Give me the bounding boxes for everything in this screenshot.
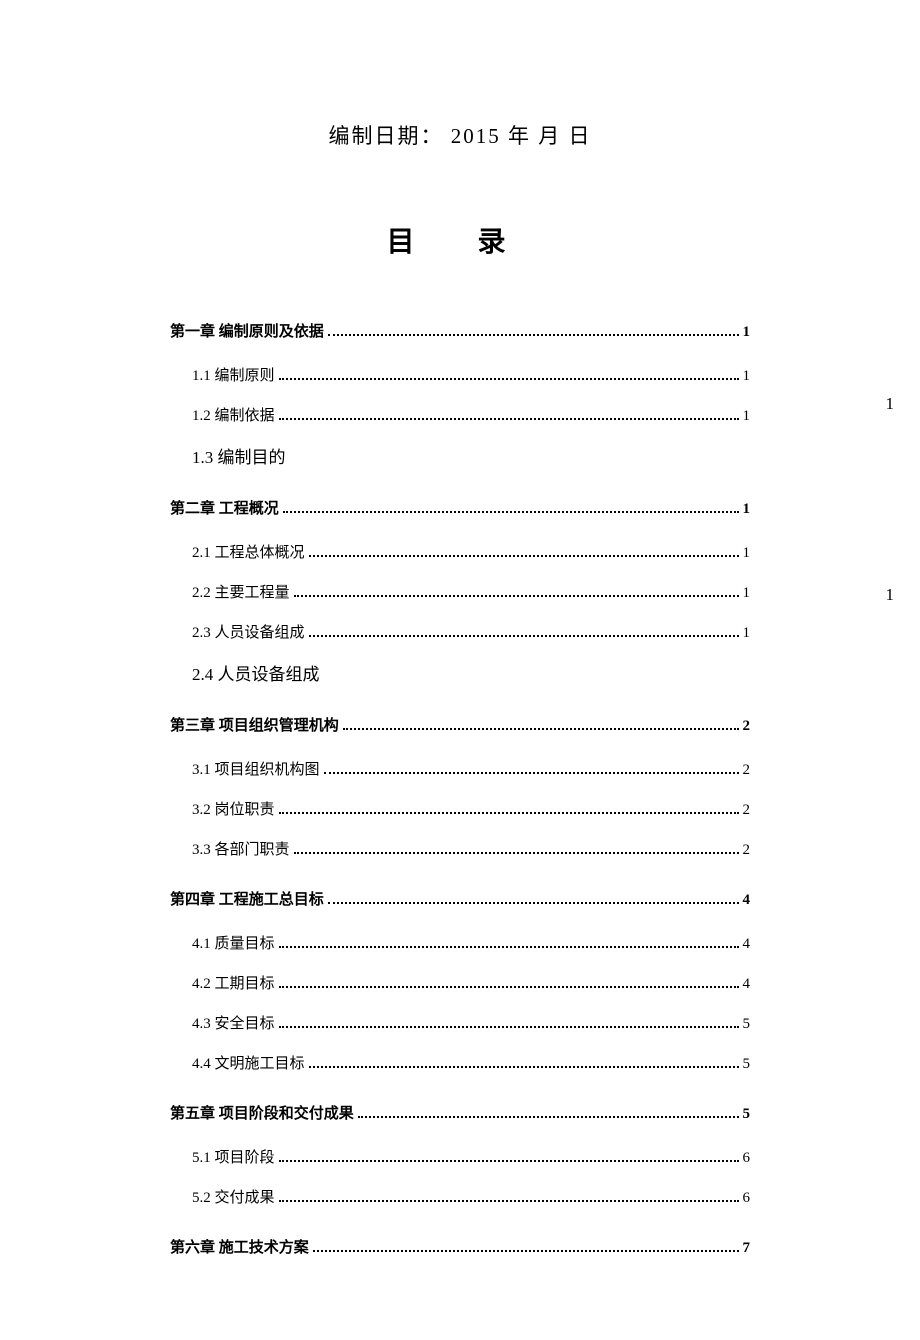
toc-entry-label: 1.3 编制目的 — [192, 444, 286, 471]
toc-leader — [343, 728, 739, 730]
toc-entry: 第四章 工程施工总目标 4 — [170, 888, 750, 912]
toc-entry-label: 第五章 项目阶段和交付成果 — [170, 1102, 354, 1126]
toc-entry-page: 5 — [743, 1052, 751, 1076]
toc-leader — [283, 511, 739, 513]
toc-entry-page: 2 — [743, 714, 751, 738]
toc-entry-label: 第一章 编制原则及依据 — [170, 320, 324, 344]
toc-entry: 2.4 人员设备组成 — [170, 661, 750, 688]
toc-entry-label: 第三章 项目组织管理机构 — [170, 714, 339, 738]
toc-entry-page: 2 — [743, 798, 751, 822]
toc-leader — [324, 772, 739, 774]
toc-entry: 第六章 施工技术方案 7 — [170, 1236, 750, 1260]
toc-leader — [279, 1160, 739, 1162]
toc-entry-page: 2 — [743, 838, 751, 862]
toc-leader — [309, 555, 739, 557]
toc-leader — [309, 635, 739, 637]
toc-entry-label: 第六章 施工技术方案 — [170, 1236, 309, 1260]
toc-entry-page: 1 — [743, 320, 751, 344]
toc-entry: 第二章 工程概况 1 — [170, 497, 750, 521]
toc-entry-page: 1 — [743, 364, 751, 388]
toc-leader — [279, 812, 739, 814]
toc-leader — [279, 1026, 739, 1028]
toc-entry: 5.1 项目阶段 6 — [170, 1146, 750, 1170]
toc-leader — [328, 334, 739, 336]
toc-entry: 4.3 安全目标 5 — [170, 1012, 750, 1036]
toc-leader — [294, 852, 739, 854]
toc-entry: 1.1 编制原则 1 — [170, 364, 750, 388]
toc-entry-page: 4 — [743, 932, 751, 956]
toc-entry-label: 1.2 编制依据 — [192, 404, 275, 428]
toc-leader — [279, 946, 739, 948]
toc-entry-page: 1 — [743, 581, 751, 605]
toc-entry-page: 4 — [743, 972, 751, 996]
toc-entry: 4.4 文明施工目标 5 — [170, 1052, 750, 1076]
toc-leader — [328, 902, 739, 904]
toc-entry-label: 1.1 编制原则 — [192, 364, 275, 388]
toc-entry: 第一章 编制原则及依据 1 — [170, 320, 750, 344]
toc-entry-page: 5 — [743, 1012, 751, 1036]
date-line: 编制日期： 2015 年 月 日 — [170, 120, 750, 150]
toc-entry: 3.2 岗位职责 2 — [170, 798, 750, 822]
toc-leader — [358, 1116, 739, 1118]
toc-entry-page: 6 — [743, 1146, 751, 1170]
toc-leader — [279, 378, 739, 380]
toc-entry-page: 1 — [743, 541, 751, 565]
toc-entry-page: 1 — [743, 404, 751, 428]
toc-entry-page: 5 — [743, 1102, 751, 1126]
toc-entry-label: 4.3 安全目标 — [192, 1012, 275, 1036]
toc-entry-page: 6 — [743, 1186, 751, 1210]
toc-entry-page: 2 — [743, 758, 751, 782]
toc-entry-label: 3.2 岗位职责 — [192, 798, 275, 822]
toc-entry-page: 4 — [743, 888, 751, 912]
toc-entry: 2.2 主要工程量 1 — [170, 581, 750, 605]
toc-entry-label: 2.1 工程总体概况 — [192, 541, 305, 565]
toc-entry-page: 7 — [743, 1236, 751, 1260]
toc-entry-label: 第四章 工程施工总目标 — [170, 888, 324, 912]
toc-entry-label: 第二章 工程概况 — [170, 497, 279, 521]
toc-entry: 1.2 编制依据 1 — [170, 404, 750, 428]
toc-entry-label: 5.1 项目阶段 — [192, 1146, 275, 1170]
toc-entry: 5.2 交付成果 6 — [170, 1186, 750, 1210]
toc-entry-label: 3.1 项目组织机构图 — [192, 758, 320, 782]
toc-entry-page: 1 — [743, 621, 751, 645]
toc-entry: 第五章 项目阶段和交付成果 5 — [170, 1102, 750, 1126]
toc-entry-label: 4.1 质量目标 — [192, 932, 275, 956]
toc-entry-label: 2.4 人员设备组成 — [192, 661, 320, 688]
toc-leader — [309, 1066, 739, 1068]
margin-page-2: 1 — [886, 585, 895, 605]
toc-entry-label: 2.3 人员设备组成 — [192, 621, 305, 645]
toc-title: 目 录 — [170, 220, 750, 260]
toc-leader — [279, 986, 739, 988]
toc-entry: 第三章 项目组织管理机构 2 — [170, 714, 750, 738]
toc-leader — [279, 418, 739, 420]
toc-list: 第一章 编制原则及依据 1 1.1 编制原则 1 1.2 编制依据 1 1.3 编制目的第二… — [170, 320, 750, 1260]
toc-entry-label: 5.2 交付成果 — [192, 1186, 275, 1210]
toc-entry-label: 4.2 工期目标 — [192, 972, 275, 996]
toc-entry: 1.3 编制目的 — [170, 444, 750, 471]
toc-entry: 4.1 质量目标 4 — [170, 932, 750, 956]
toc-entry-label: 4.4 文明施工目标 — [192, 1052, 305, 1076]
margin-page-1: 1 — [886, 394, 895, 414]
toc-entry: 3.3 各部门职责 2 — [170, 838, 750, 862]
toc-entry-label: 3.3 各部门职责 — [192, 838, 290, 862]
toc-leader — [279, 1200, 739, 1202]
toc-entry: 4.2 工期目标 4 — [170, 972, 750, 996]
toc-entry-label: 2.2 主要工程量 — [192, 581, 290, 605]
toc-entry: 2.3 人员设备组成 1 — [170, 621, 750, 645]
toc-entry: 3.1 项目组织机构图 2 — [170, 758, 750, 782]
page-content: 编制日期： 2015 年 月 日 目 录 第一章 编制原则及依据11.1 编制原… — [0, 0, 920, 1340]
toc-leader — [313, 1250, 739, 1252]
toc-entry: 2.1 工程总体概况 1 — [170, 541, 750, 565]
toc-entry-page: 1 — [743, 497, 751, 521]
toc-leader — [294, 595, 739, 597]
